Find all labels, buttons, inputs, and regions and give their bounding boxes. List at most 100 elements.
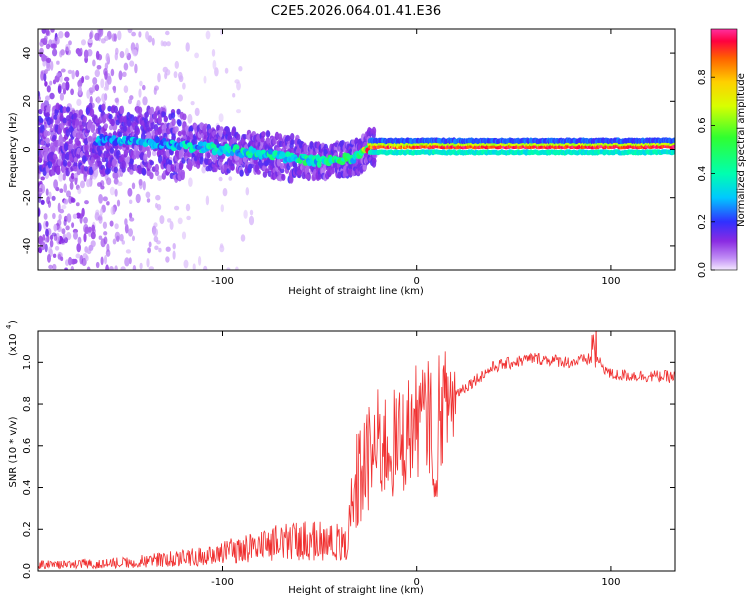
spectrogram-cell	[157, 175, 163, 182]
spectrogram-cell	[73, 231, 78, 240]
spectrogram-x-label: Height of straight line (km)	[288, 286, 424, 297]
spectrogram-cell	[123, 85, 129, 93]
spectrogram-cell	[146, 258, 150, 268]
spectrogram-cell	[192, 263, 196, 270]
spectrogram-cell	[82, 115, 88, 123]
snr-y-tick-label: 0.4	[22, 480, 33, 496]
spectrogram-cell	[76, 243, 81, 253]
spectrogram-cell	[76, 98, 82, 106]
spectrogram-cell	[83, 49, 89, 59]
spectrogram-cell	[71, 69, 75, 80]
spectrogram-cell	[84, 143, 89, 152]
spectrogram-cell	[114, 97, 119, 103]
spectrogram-cell	[81, 258, 87, 266]
snr-x-tick-label: -100	[211, 577, 234, 588]
spectrogram-cell	[43, 213, 48, 220]
spectrogram-cell	[99, 208, 104, 216]
spectrogram-cell	[103, 123, 109, 129]
spectrogram-cell	[218, 176, 223, 182]
spectrogram-cell	[94, 118, 100, 124]
spectrogram-cell	[211, 49, 216, 57]
spectrogram-cell	[62, 233, 66, 240]
spectrogram-cell	[121, 160, 126, 169]
spectrogram-cell	[110, 118, 115, 127]
spectrogram-y-tick-label: -40	[22, 238, 33, 254]
spectrogram-cell	[80, 180, 85, 189]
spectrogram-cell	[87, 39, 93, 44]
spectrogram-cell	[69, 181, 74, 190]
spectrogram-cell	[125, 249, 131, 254]
spectrogram-cell	[131, 31, 137, 37]
spectrogram-cell	[47, 254, 51, 263]
spectrogram-cell	[92, 59, 96, 67]
spectrogram-cell	[214, 67, 219, 77]
spectrogram-cell	[74, 137, 80, 144]
spectrogram-cell	[371, 126, 377, 135]
spectrogram-cell	[78, 85, 82, 96]
spectrogram-cell	[76, 212, 81, 219]
spectrogram-cell	[139, 262, 143, 270]
spectrogram-cell	[112, 85, 116, 91]
spectrogram-cell	[149, 160, 154, 166]
colorbar-gradient	[711, 29, 737, 270]
spectrogram-cell	[45, 112, 50, 118]
spectrogram-cell	[142, 96, 148, 106]
spectrogram-cell	[75, 70, 80, 78]
spectrogram-cell	[305, 173, 310, 180]
spectrogram-cell	[144, 111, 149, 118]
spectrogram-cell	[105, 264, 109, 270]
spectrogram-cell	[101, 167, 107, 177]
spectrogram-cell	[88, 226, 92, 233]
spectrogram-cell	[86, 89, 91, 99]
spectrogram-cell	[58, 213, 62, 221]
spectrogram-cell	[90, 124, 96, 131]
spectrogram-cell	[110, 206, 115, 216]
spectrogram-cell	[57, 253, 62, 260]
spectrogram-cell	[53, 179, 58, 190]
spectrogram-cell	[159, 215, 165, 225]
spectrogram-cell	[150, 121, 155, 130]
spectrogram-cell	[186, 215, 191, 221]
chart-title: C2E5.2026.064.01.41.E36	[271, 4, 441, 19]
spectrogram-cell	[245, 187, 250, 196]
spectrogram-cell	[50, 29, 55, 33]
spectrogram-cell	[51, 43, 57, 49]
spectrogram-cell	[212, 59, 217, 70]
spectrogram-cell	[52, 48, 58, 57]
spectrogram-cell	[81, 76, 85, 84]
spectrogram-cell	[51, 232, 57, 237]
spectrogram-cell	[203, 265, 208, 270]
spectrogram-cell	[206, 152, 211, 159]
spectrogram-cell	[138, 31, 142, 38]
spectrogram-cell	[157, 116, 162, 125]
spectrogram-cell	[171, 118, 176, 127]
spectrogram-cell	[117, 181, 123, 187]
spectrogram-cell	[114, 188, 118, 197]
spectrogram-cell	[56, 60, 60, 65]
spectrogram-cell	[124, 218, 128, 226]
spectrogram-cell	[61, 82, 67, 90]
spectrogram-cell	[128, 98, 132, 105]
spectrogram-cell	[132, 265, 137, 270]
spectrogram-cell	[65, 43, 71, 52]
spectrogram-cell	[46, 196, 50, 205]
spectrogram-cell	[154, 245, 159, 251]
spectrogram-cell	[149, 106, 155, 115]
spectrogram-cell	[180, 169, 185, 177]
spectrogram-cell	[46, 57, 52, 64]
spectrogram-cell	[56, 72, 62, 77]
spectrogram-cell	[161, 111, 167, 118]
spectrogram-cell	[157, 72, 161, 83]
spectrogram-cell	[194, 52, 200, 59]
spectrogram-cell	[138, 178, 143, 186]
spectrogram-cell	[53, 223, 58, 232]
spectrogram-cell	[182, 113, 187, 121]
spectrogram-cell	[127, 118, 132, 127]
spectrogram-y-tick-label: 20	[22, 95, 33, 108]
spectrogram-cell	[97, 182, 102, 187]
spectrogram-cell	[60, 68, 66, 73]
spectrogram-cell	[59, 92, 64, 101]
spectrogram-cell	[64, 267, 68, 270]
